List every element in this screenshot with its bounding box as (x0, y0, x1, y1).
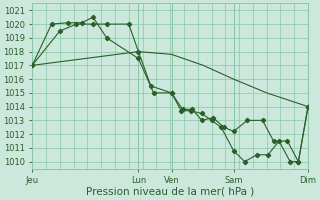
X-axis label: Pression niveau de la mer( hPa ): Pression niveau de la mer( hPa ) (86, 187, 254, 197)
